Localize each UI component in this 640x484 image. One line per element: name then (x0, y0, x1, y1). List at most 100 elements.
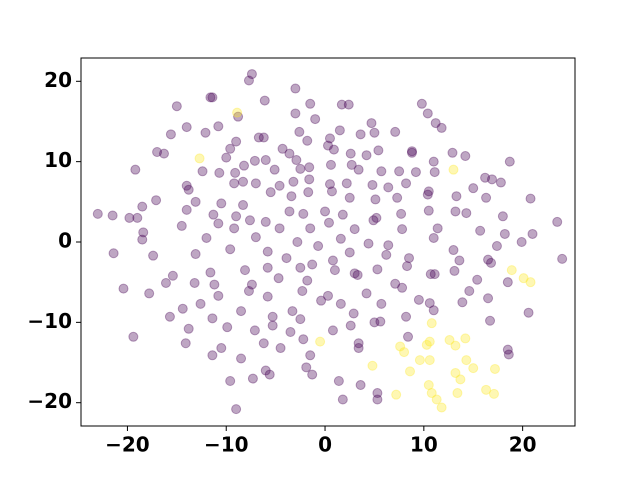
point (287, 306, 298, 317)
point (231, 136, 242, 147)
point (552, 216, 563, 227)
point (236, 353, 247, 364)
point (258, 132, 269, 143)
point (425, 269, 436, 280)
point (344, 247, 355, 258)
point (397, 282, 408, 293)
point (107, 210, 118, 221)
point (396, 208, 407, 219)
point (176, 220, 187, 231)
point (305, 223, 316, 234)
point (414, 355, 425, 366)
point (367, 360, 378, 371)
point (259, 95, 270, 106)
point (335, 233, 346, 244)
point (260, 216, 271, 227)
point (132, 212, 143, 223)
point (486, 257, 497, 268)
point (267, 320, 278, 331)
point (305, 98, 316, 109)
point (274, 180, 285, 191)
point (310, 114, 321, 125)
point (452, 388, 463, 399)
point (231, 211, 242, 222)
point (165, 129, 176, 140)
point (341, 178, 352, 189)
point (264, 369, 275, 380)
point (402, 261, 413, 272)
point (181, 180, 192, 191)
point (423, 205, 434, 216)
point (240, 265, 251, 276)
point (426, 318, 437, 329)
point (448, 164, 459, 175)
point (303, 187, 314, 198)
point (370, 194, 381, 205)
point (246, 69, 257, 80)
point (249, 325, 260, 336)
point (195, 298, 206, 309)
point (481, 384, 492, 395)
point (230, 167, 241, 178)
point (233, 111, 244, 122)
point (229, 223, 240, 234)
point (369, 317, 380, 328)
point (399, 347, 410, 358)
point (221, 152, 232, 163)
point (397, 224, 408, 235)
point (468, 363, 479, 374)
y-tick-label: −10 (27, 309, 72, 333)
point (205, 267, 216, 278)
point (275, 343, 286, 354)
point (250, 232, 261, 243)
point (200, 127, 211, 138)
point (344, 192, 355, 203)
point (502, 277, 513, 288)
point (430, 118, 441, 129)
point (525, 277, 536, 288)
point (392, 192, 403, 203)
point (144, 288, 155, 299)
point (497, 211, 508, 222)
point (239, 160, 250, 171)
point (416, 98, 427, 109)
point (128, 331, 139, 342)
point (286, 191, 297, 202)
point (413, 294, 424, 305)
point (450, 367, 461, 378)
point (274, 223, 285, 234)
point (483, 254, 494, 265)
point (460, 333, 471, 344)
point (422, 189, 433, 200)
point (403, 331, 414, 342)
point (284, 148, 295, 159)
point (504, 156, 515, 167)
point (423, 186, 434, 197)
point (298, 334, 309, 345)
point (158, 148, 169, 159)
point (333, 376, 344, 387)
point (108, 248, 119, 259)
point (260, 155, 271, 166)
point (214, 167, 225, 178)
point (432, 223, 443, 234)
y-tick-label: 10 (44, 148, 72, 172)
point (410, 167, 421, 178)
point (348, 308, 359, 319)
point (207, 313, 218, 324)
point (231, 404, 242, 415)
x-tick-label: −10 (204, 433, 249, 457)
point (343, 99, 354, 110)
point (472, 274, 483, 285)
point (525, 193, 536, 204)
point (167, 270, 178, 281)
point (189, 277, 200, 288)
point (487, 174, 498, 185)
point (372, 388, 383, 399)
point (352, 269, 363, 280)
point (213, 290, 224, 301)
point (464, 286, 475, 297)
point (428, 305, 439, 316)
point (363, 238, 374, 249)
